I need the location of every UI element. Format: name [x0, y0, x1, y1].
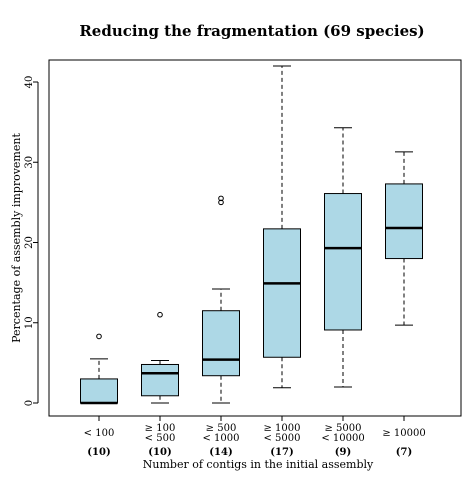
y-tick-label-3: 30	[24, 156, 35, 169]
x-tick-label-2-line-1: < 1000	[202, 433, 239, 444]
x-count-label-2: (14)	[209, 447, 232, 458]
x-count-label-1: (10)	[148, 447, 171, 458]
box-5	[385, 151, 423, 326]
box-0-iqr	[80, 378, 118, 404]
y-axis: 0 10 20 30 40	[24, 76, 39, 406]
x-count-label-3: (17)	[270, 447, 293, 458]
box-0-outlier-0	[96, 333, 102, 340]
box-2-outlier-0	[218, 199, 224, 206]
box-2-iqr	[202, 310, 240, 377]
x-tick-label-3-line-1: < 5000	[263, 433, 300, 444]
y-tick-label-2: 20	[24, 236, 35, 249]
x-tick-label-4-line-1: < 10000	[321, 433, 364, 444]
x-tick-label-2-line-0: ≥ 500	[206, 423, 237, 434]
box-1	[141, 311, 179, 404]
x-tick-label-5-line-0: ≥ 10000	[382, 428, 425, 439]
box-0	[80, 333, 118, 405]
x-axis: < 100 (10) ≥ 100< 500 (10) ≥ 500< 1000 (14) ≥ …	[84, 415, 426, 458]
box-2-outlier-1	[218, 195, 224, 202]
box-1-iqr	[141, 363, 179, 397]
y-tick-label-1: 10	[24, 316, 35, 329]
boxes	[80, 65, 423, 405]
x-count-label-5: (7)	[396, 447, 412, 458]
box-4	[324, 127, 362, 388]
x-count-label-4: (9)	[335, 447, 351, 458]
x-tick-label-4-line-0: ≥ 5000	[324, 423, 361, 434]
box-5-iqr	[385, 183, 423, 260]
x-tick-label-3-line-0: ≥ 1000	[263, 423, 300, 434]
x-tick-label-1-line-0: ≥ 100	[145, 423, 176, 434]
x-tick-label-1-line-1: < 500	[145, 433, 176, 444]
box-2	[202, 195, 240, 404]
x-axis-label: Number of contigs in the initial assembl…	[143, 458, 374, 471]
x-tick-label-0-line-0: < 100	[84, 428, 115, 439]
y-tick-label-0: 0	[24, 400, 35, 406]
box-4-iqr	[324, 193, 362, 331]
box-3	[263, 65, 301, 389]
chart-title: Reducing the fragmentation (69 species)	[79, 22, 424, 40]
y-tick-label-4: 40	[24, 76, 35, 89]
box-1-outlier-0	[157, 311, 163, 318]
x-count-label-0: (10)	[87, 447, 110, 458]
y-axis-label: Percentage of assembly improvement	[10, 133, 23, 343]
box-3-iqr	[263, 228, 301, 358]
